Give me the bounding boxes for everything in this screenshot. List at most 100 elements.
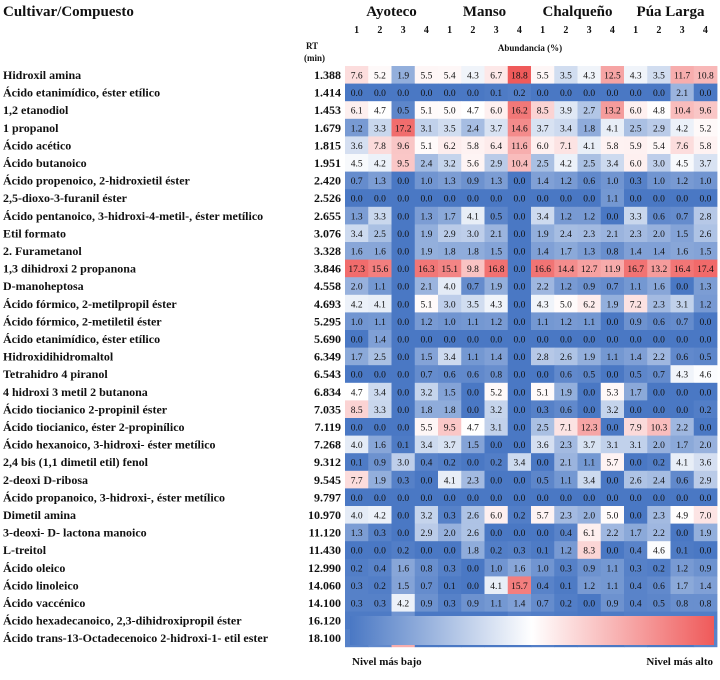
heatmap-cell	[391, 242, 416, 260]
cell-value: 17.4	[697, 265, 714, 275]
heatmap-cell	[693, 576, 718, 595]
heatmap-cell	[461, 118, 485, 137]
heatmap-cell	[647, 541, 671, 560]
heatmap-cell	[484, 576, 509, 595]
heatmap-cell	[507, 118, 532, 137]
cell-value: 11.7	[674, 72, 691, 82]
cell-value: 3.4	[583, 476, 595, 486]
cell-value: 4.5	[676, 160, 688, 170]
heatmap-cell	[693, 470, 718, 489]
row-label: Etil formato	[3, 226, 66, 240]
cell-value: 1.3	[490, 177, 502, 187]
heatmap-cell	[368, 365, 392, 384]
cell-value: 1.1	[560, 476, 572, 486]
cell-value: 2.0	[444, 529, 456, 539]
cell-value: 0.0	[374, 371, 386, 381]
cell-value: 3.9	[560, 107, 572, 117]
heatmap-cell	[554, 171, 578, 190]
cell-value: 3.2	[420, 512, 432, 522]
heatmap-cell	[624, 400, 648, 419]
heatmap-cell	[414, 506, 439, 524]
heatmap-cell	[368, 312, 392, 331]
cell-value: 7.6	[676, 142, 688, 152]
rt-value: 18.100	[308, 631, 341, 645]
heatmap-cell	[438, 154, 462, 172]
cell-value: 0.0	[630, 459, 642, 469]
heatmap-cell	[624, 470, 648, 489]
cell-value: 0.0	[630, 195, 642, 205]
heatmap-cell	[461, 576, 485, 595]
heatmap-cell	[438, 101, 462, 120]
heatmap-cell	[531, 312, 555, 331]
heatmap-cell	[438, 506, 462, 524]
heatmap-cell	[577, 277, 602, 296]
heatmap-cell	[391, 365, 416, 384]
heatmap-cell	[438, 576, 462, 595]
cell-value: 16.2	[511, 107, 528, 117]
heatmap-cell	[345, 453, 369, 472]
heatmap-cell	[461, 136, 485, 155]
heatmap-cell	[484, 189, 509, 208]
cell-value: 1.6	[676, 248, 688, 258]
heatmap-cell	[461, 506, 485, 524]
cell-value: 4.7	[467, 424, 479, 434]
cell-value: 0.0	[699, 336, 711, 346]
heatmap-cell	[647, 277, 671, 296]
heatmap-cell	[461, 594, 485, 612]
heatmap-cell	[600, 541, 625, 560]
heatmap-cell	[647, 523, 671, 542]
cell-value: 0.6	[676, 476, 688, 486]
cell-value: 9.5	[397, 160, 409, 170]
heatmap-cell	[670, 277, 695, 296]
cell-value: 0.0	[676, 336, 688, 346]
cell-value: 1.7	[630, 529, 642, 539]
cell-value: 0.0	[397, 512, 409, 522]
row-label: Ácido propanoico, 3-hidroxi-, éster metí…	[3, 490, 225, 504]
heatmap-cell	[670, 365, 695, 384]
heatmap-cell	[484, 347, 509, 366]
cell-value: 5.5	[420, 424, 432, 434]
cell-value: 1.3	[374, 177, 386, 187]
heatmap-cell	[345, 523, 369, 542]
cell-value: 4.3	[676, 371, 688, 381]
cell-value: 0.7	[351, 177, 363, 187]
column-label: 2	[377, 25, 382, 36]
rt-value: 14.060	[308, 578, 341, 592]
cell-value: 0.0	[653, 336, 665, 346]
heatmap-cell	[577, 294, 602, 313]
cell-value: 3.2	[420, 388, 432, 398]
cell-value: 1.2	[490, 318, 502, 328]
heatmap-cell	[600, 506, 625, 524]
heatmap-cell	[368, 330, 392, 348]
heatmap-cell	[507, 382, 532, 401]
heatmap-cell	[438, 224, 462, 243]
rt-value: 7.119	[315, 420, 341, 434]
cell-value: 5.1	[537, 388, 549, 398]
cell-value: 0.1	[444, 582, 456, 592]
heatmap-cell	[647, 594, 671, 612]
cell-value: 1.1	[630, 283, 642, 293]
heatmap-cell	[507, 83, 532, 102]
cell-value: 2.1	[560, 459, 572, 469]
cell-value: 0.8	[676, 600, 688, 610]
cell-value: 0.0	[606, 318, 618, 328]
cell-value: 8.3	[583, 547, 595, 557]
cell-value: 0.0	[444, 89, 456, 99]
heatmap-cell	[438, 400, 462, 419]
heatmap-cell	[345, 206, 369, 225]
cell-value: 3.2	[606, 406, 618, 416]
heatmap-cell	[647, 470, 671, 489]
cell-value: 1.0	[537, 564, 549, 574]
cell-value: 14.6	[511, 124, 528, 134]
cell-value: 1.8	[420, 406, 432, 416]
heatmap-cell	[414, 118, 439, 137]
heatmap-cell	[391, 576, 416, 595]
cell-value: 0.0	[397, 300, 409, 310]
heatmap-cell	[577, 171, 602, 190]
heatmap-cell	[554, 418, 578, 436]
heatmap-cell	[600, 118, 625, 137]
heatmap-cell	[600, 594, 625, 612]
cell-value: 4.1	[374, 300, 386, 310]
heatmap-cell	[600, 576, 625, 595]
cell-value: 6.0	[630, 160, 642, 170]
